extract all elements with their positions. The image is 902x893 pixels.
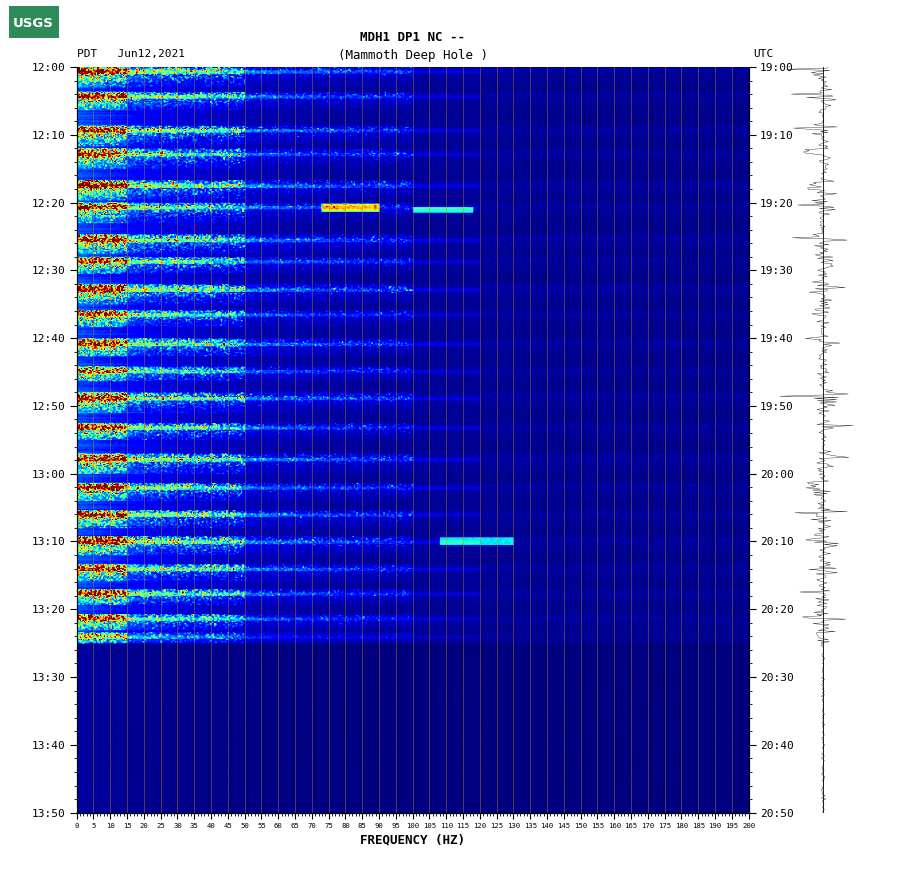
- X-axis label: FREQUENCY (HZ): FREQUENCY (HZ): [360, 833, 465, 847]
- Text: USGS: USGS: [13, 18, 54, 30]
- Text: PDT   Jun12,2021: PDT Jun12,2021: [77, 49, 185, 59]
- Text: (Mammoth Deep Hole ): (Mammoth Deep Hole ): [337, 49, 488, 63]
- Text: UTC: UTC: [753, 49, 773, 59]
- Text: MDH1 DP1 NC --: MDH1 DP1 NC --: [360, 31, 465, 45]
